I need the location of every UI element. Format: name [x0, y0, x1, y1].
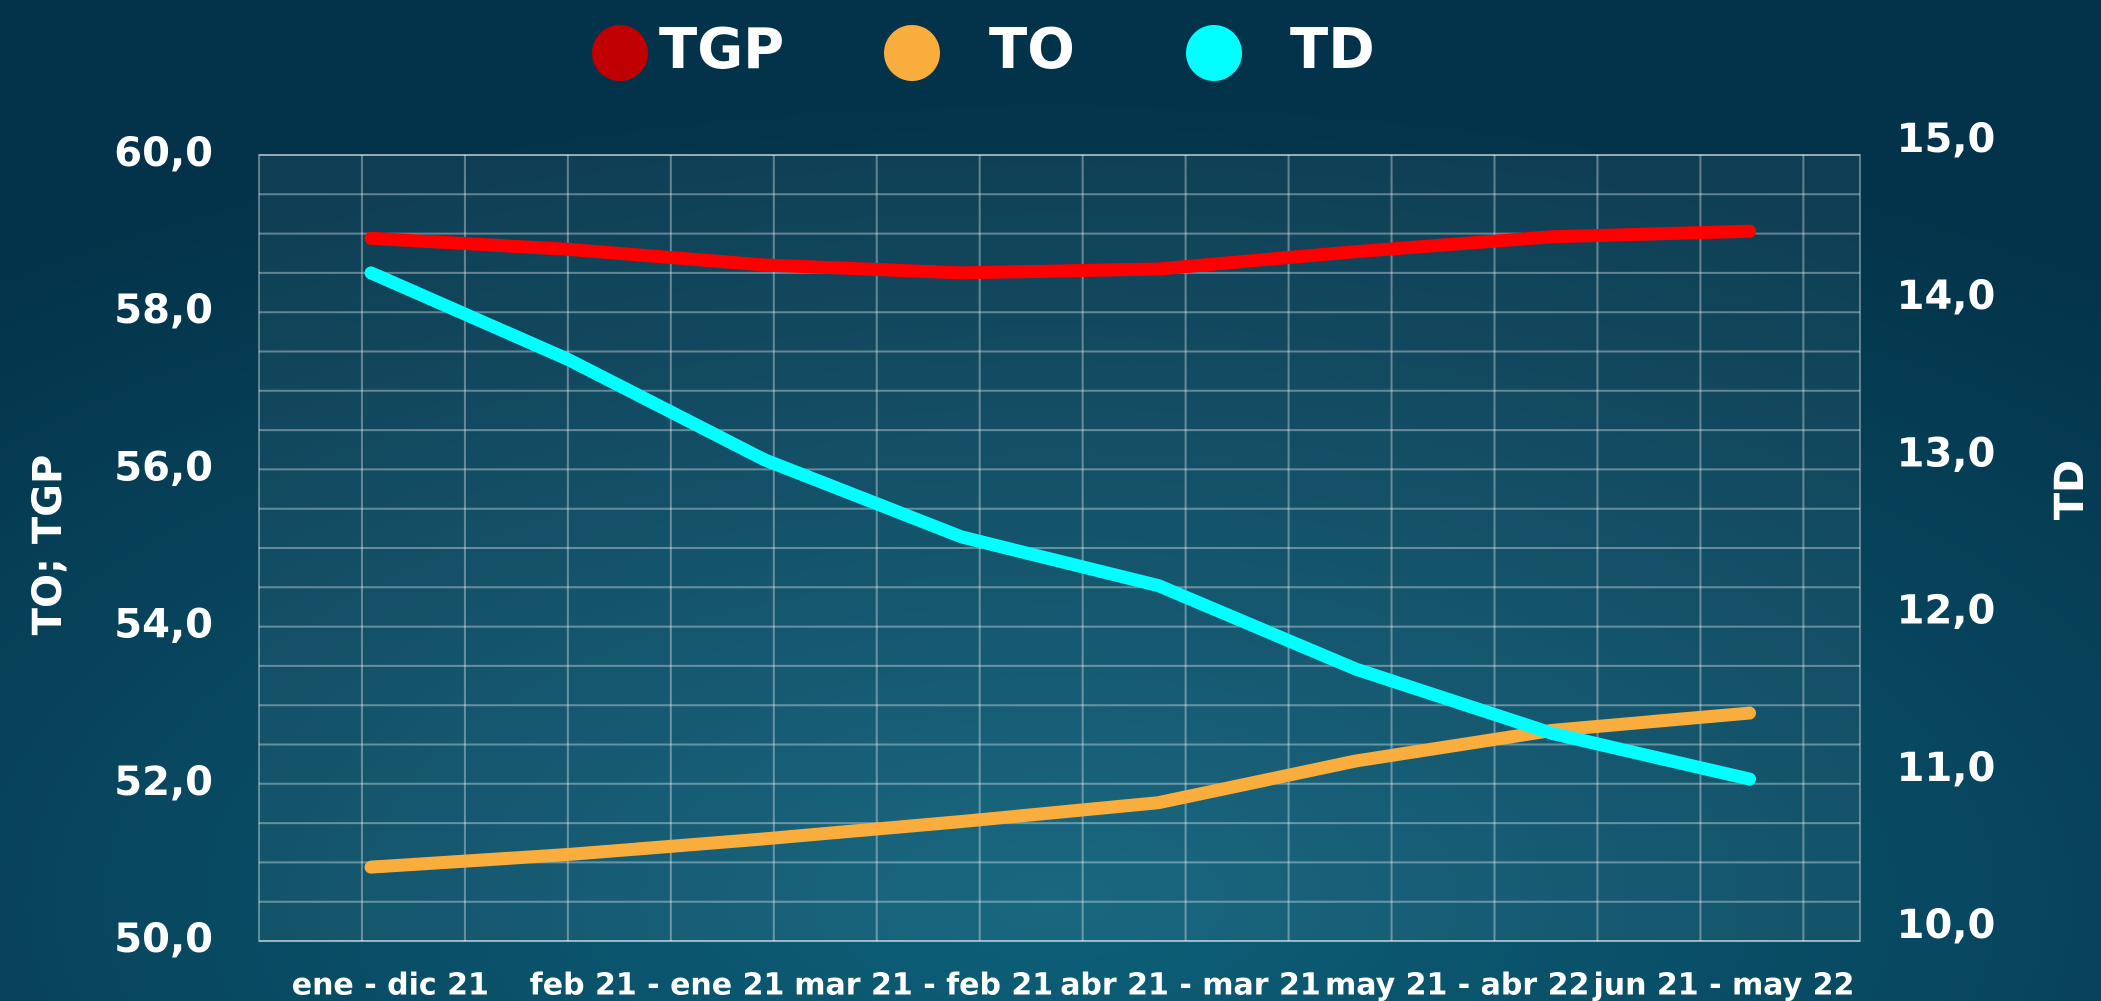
y2-tick-label: 13,0: [1897, 430, 1996, 476]
x-tick-label: ene - dic 21: [292, 968, 489, 1001]
y-tick-label: 58,0: [114, 287, 213, 333]
line-series: [364, 266, 1757, 786]
y2-tick-label: 11,0: [1897, 745, 1996, 791]
x-tick-label: may 21 - abr 22: [1325, 968, 1589, 1001]
y-tick-label: 50,0: [114, 916, 213, 962]
x-tick-label: feb 21 - ene 21: [530, 968, 785, 1001]
x-tick-label: abr 21 - mar 21: [1060, 968, 1321, 1001]
y2-tick-label: 14,0: [1897, 273, 1996, 319]
legend-swatch: [1186, 25, 1242, 81]
legend-swatch: [884, 25, 940, 81]
y2-tick-label: 10,0: [1897, 902, 1996, 948]
legend-label: TD: [1290, 17, 1375, 82]
legend-swatch: [592, 25, 648, 81]
x-tick-label: mar 21 - feb 21: [794, 968, 1053, 1001]
line-series: [364, 706, 1757, 874]
y-axis-title: TO; TGP: [25, 455, 71, 636]
legend-label: TGP: [659, 17, 784, 82]
y-tick-label: 52,0: [114, 759, 213, 805]
y2-axis-title: TD: [2047, 460, 2093, 521]
line-series: [364, 224, 1757, 280]
y2-tick-label: 15,0: [1897, 116, 1996, 162]
y-tick-label: 60,0: [114, 130, 213, 176]
x-tick-label: jun 21 - may 22: [1592, 968, 1854, 1001]
y2-tick-label: 12,0: [1897, 588, 1996, 634]
legend-label: TO: [989, 17, 1075, 82]
y-tick-label: 54,0: [114, 602, 213, 648]
y-tick-label: 56,0: [114, 444, 213, 490]
